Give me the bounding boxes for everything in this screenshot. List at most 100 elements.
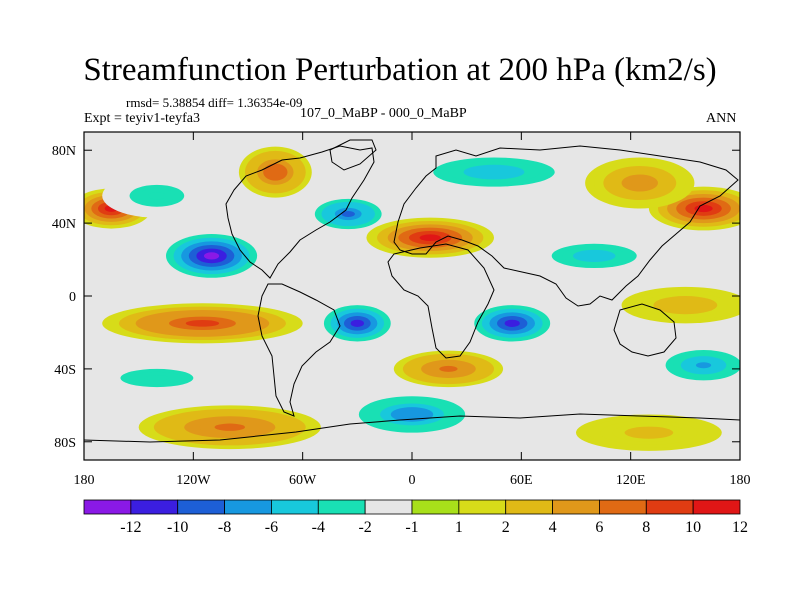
plot-area: 180 120W 60W 0 60E 120E 180 80N 40N 0 40S 80S (52, 131, 751, 488)
contour-band (166, 234, 258, 278)
colorbar-swatch (271, 499, 319, 515)
contour-band (380, 403, 444, 426)
contour-band (695, 362, 712, 369)
contour-band (214, 423, 245, 431)
contour-band (152, 313, 253, 334)
contour-band (135, 309, 270, 337)
contour-band (636, 429, 662, 436)
contour-band (317, 301, 398, 346)
contour-band (350, 319, 365, 327)
contour-band (96, 362, 218, 394)
field-anomaly-5 (166, 234, 258, 278)
x-tick-label: 120E (616, 473, 646, 488)
colorbar-label: 2 (502, 519, 510, 536)
field-anomaly-6 (308, 195, 389, 233)
coastline-south-america (257, 283, 341, 417)
contour-band (321, 201, 375, 227)
y-tick-label: 80N (52, 144, 76, 159)
contour-band (418, 153, 570, 191)
contour-band (478, 168, 510, 176)
contour-band (390, 407, 434, 422)
contour-band (120, 181, 194, 211)
contour-band (91, 198, 132, 219)
contour-band (169, 412, 291, 442)
contour-band (334, 207, 362, 221)
y-tick-label: 0 (69, 290, 76, 305)
contour-band (199, 419, 261, 435)
contour-band (402, 150, 586, 194)
contour-band (153, 408, 306, 446)
contour-band (658, 190, 740, 227)
contour-band (314, 198, 382, 230)
contour-band (102, 303, 303, 344)
field-anomaly-0 (84, 188, 152, 229)
contour-band (541, 240, 648, 272)
contour-band (84, 191, 145, 226)
contour-band (603, 166, 677, 201)
contour-band (138, 188, 176, 204)
contour-band (84, 359, 230, 397)
field-anomaly-9 (530, 237, 658, 275)
contour-band (612, 170, 668, 196)
contour-band (120, 368, 194, 388)
contour-band (421, 359, 476, 378)
contour-band (181, 241, 242, 271)
colorbar-label: -10 (167, 519, 188, 536)
contour-band (147, 192, 166, 200)
contour-band (330, 308, 385, 338)
tick-layer: 180 120W 60W 0 60E 120E 180 80N 40N 0 40S 80S (52, 132, 751, 488)
coastline-antarctica (84, 413, 740, 443)
field-anomaly-4 (102, 173, 212, 218)
contour-band (337, 312, 378, 335)
contour-band (108, 365, 206, 391)
contour-band (393, 350, 504, 388)
y-tick-label: 80S (54, 436, 76, 451)
field-anomaly-13 (621, 286, 740, 324)
contour-band (358, 396, 466, 433)
contour-band (664, 299, 707, 312)
colorbar-swatch (130, 499, 179, 515)
contour-band (674, 302, 696, 309)
field-anomaly-2 (585, 157, 695, 209)
contour-band (118, 306, 286, 341)
contour-band (387, 224, 473, 252)
contour-band (562, 246, 627, 266)
contour-band (132, 371, 182, 385)
colorbar-label: -1 (405, 519, 418, 536)
field-anomaly-7 (366, 217, 494, 258)
colorbar-swatch (411, 499, 460, 515)
contour-band (481, 308, 543, 338)
contour-band (402, 353, 495, 385)
contour-band (348, 392, 476, 437)
coastline-north-america (225, 145, 375, 279)
contour-band (551, 243, 637, 269)
contour-band (269, 167, 282, 177)
colorbar: -12 -10 -8 -6 -4 -2 -1 1 2 4 6 8 10 12 (83, 499, 748, 536)
contour-band (341, 210, 355, 218)
coastline-australia (613, 303, 677, 357)
field-anomaly-12 (466, 301, 558, 346)
coastline-eurasia (393, 145, 739, 307)
field-anomaly-10 (102, 303, 303, 344)
contour-band (184, 416, 276, 439)
contour-band (138, 405, 321, 450)
field-anomaly-18 (658, 347, 740, 384)
colorbar-swatch (364, 499, 413, 515)
contour-band (203, 252, 220, 260)
contour-band (653, 296, 718, 315)
x-tick-label: 180 (74, 473, 95, 488)
contour-band (489, 312, 535, 335)
field-anomaly-17 (348, 392, 476, 437)
colorbar-swatch (599, 499, 647, 515)
contour-band (430, 362, 467, 375)
contour-band (688, 359, 719, 372)
contour-band (257, 159, 294, 185)
field-anomaly-3 (238, 146, 312, 198)
contour-band (263, 163, 288, 181)
plot-background (84, 132, 740, 460)
field-anomaly-16 (138, 405, 321, 450)
contour-band (244, 150, 306, 194)
contour-band (667, 193, 740, 224)
contour-band (658, 347, 740, 384)
contour-band (377, 220, 484, 255)
